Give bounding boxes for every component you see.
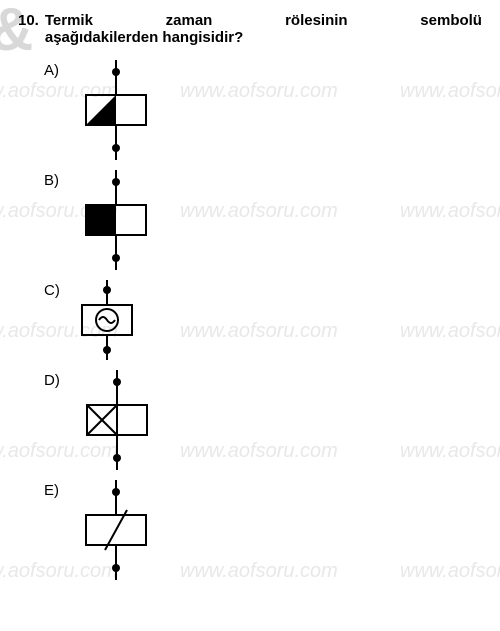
question-number: 10. <box>18 12 39 29</box>
question-word: zaman <box>166 12 213 29</box>
symbol-b <box>71 170 161 270</box>
symbol-a <box>71 60 161 160</box>
option-e[interactable]: E) <box>44 480 482 580</box>
option-e-label: E) <box>44 480 59 499</box>
option-d[interactable]: D) <box>44 370 482 470</box>
symbol-c <box>72 280 142 360</box>
question-word: sembolü <box>420 12 482 29</box>
content-area: 10. Termik zaman rölesinin sembolü aşağı… <box>0 0 500 602</box>
question-word: rölesinin <box>285 12 348 29</box>
option-d-label: D) <box>44 370 60 389</box>
symbol-d <box>72 370 162 470</box>
symbol-e <box>71 480 161 580</box>
question-word: Termik <box>45 12 93 29</box>
option-b[interactable]: B) <box>44 170 482 270</box>
option-b-label: B) <box>44 170 59 189</box>
option-c-label: C) <box>44 280 60 299</box>
option-a-label: A) <box>44 60 59 79</box>
question-line: aşağıdakilerden hangisidir? <box>45 29 482 46</box>
question: 10. Termik zaman rölesinin sembolü aşağı… <box>18 12 482 46</box>
option-a[interactable]: A) <box>44 60 482 160</box>
question-text: Termik zaman rölesinin sembolü aşağıdaki… <box>45 12 482 46</box>
option-c[interactable]: C) <box>44 280 482 360</box>
